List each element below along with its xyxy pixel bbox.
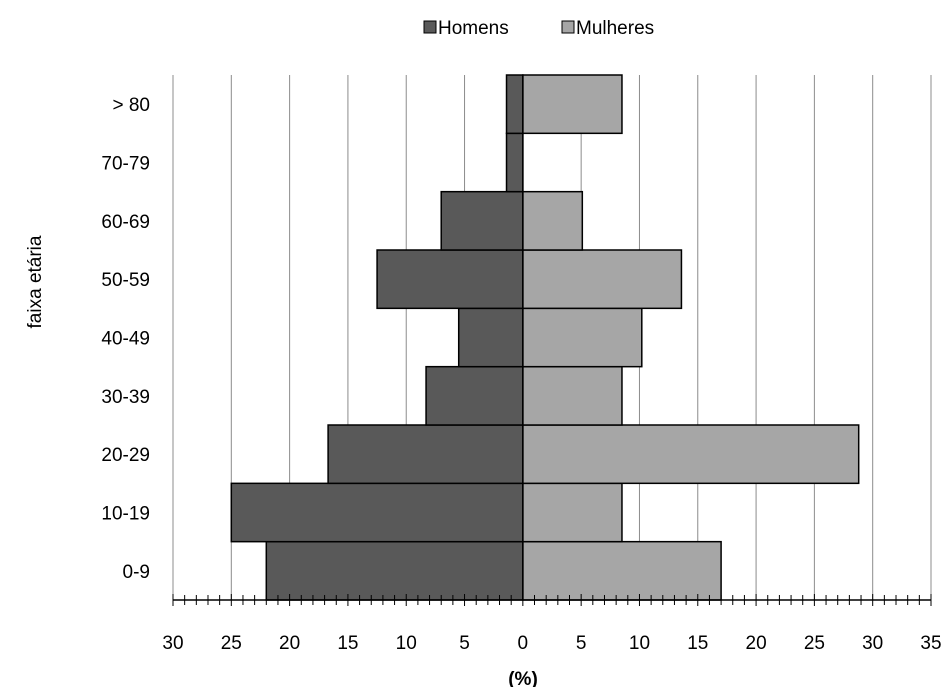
bar-mulheres-80 (522, 74, 623, 135)
x-tick-label: 25 (221, 633, 242, 654)
x-tick-label: 20 (746, 633, 767, 654)
y-tick-label: 10-19 (101, 504, 150, 525)
bar-mulheres-1019 (522, 482, 623, 543)
y-tick-label: 40-49 (101, 329, 150, 350)
legend: Homens Mulheres (423, 18, 654, 39)
bar-homens-5059 (376, 249, 524, 310)
bar-homens-3039 (425, 365, 524, 426)
y-tick-label: 50-59 (101, 270, 150, 291)
y-tick-label: 0-9 (123, 562, 150, 583)
bar-homens-09 (265, 540, 524, 601)
x-axis-title: (%) (508, 669, 538, 687)
y-tick-label: 60-69 (101, 212, 150, 233)
y-tick-label: 30-39 (101, 387, 150, 408)
y-axis-title: faixa etária (25, 235, 46, 328)
bar-homens-80 (505, 74, 524, 135)
y-axis-tick-labels: 0-9 10-19 20-29 30-39 40-49 50-59 60-69 70-79 > … (101, 95, 150, 583)
bar-homens-1019 (230, 482, 524, 543)
bar-mulheres-6069 (522, 190, 584, 251)
x-tick-label: 30 (862, 633, 883, 654)
x-tick-label: 5 (576, 633, 587, 654)
x-tick-label: 10 (396, 633, 417, 654)
bars (230, 74, 860, 601)
x-tick-label: 20 (279, 633, 300, 654)
x-tick-label: 15 (337, 633, 358, 654)
y-tick-label: > 80 (112, 95, 150, 116)
bar-homens-7079 (505, 132, 524, 193)
bar-homens-2029 (327, 424, 524, 485)
x-tick-label: 0 (518, 633, 529, 654)
y-tick-label: 20-29 (101, 445, 150, 466)
bar-mulheres-2029 (522, 424, 860, 485)
legend-swatch-mulheres (561, 20, 575, 34)
y-tick-label: 70-79 (101, 154, 150, 175)
legend-label-mulheres: Mulheres (576, 18, 654, 39)
bar-homens-4049 (457, 307, 524, 368)
bar-mulheres-09 (522, 540, 722, 601)
x-tick-label: 5 (459, 633, 470, 654)
x-tick-label: 30 (162, 633, 183, 654)
bar-mulheres-3039 (522, 365, 623, 426)
x-tick-label: 10 (629, 633, 650, 654)
legend-label-homens: Homens (438, 18, 509, 39)
x-axis-tick-labels: 30 25 20 15 10 5 0 5 10 15 20 25 30 35 (162, 633, 941, 654)
bar-homens-6069 (440, 190, 524, 251)
x-axis (172, 75, 932, 606)
bar-mulheres-4049 (522, 307, 643, 368)
legend-swatch-homens (423, 20, 437, 34)
x-tick-label: 15 (687, 633, 708, 654)
x-tick-label: 25 (804, 633, 825, 654)
bar-mulheres-5059 (522, 249, 683, 310)
x-tick-label: 35 (920, 633, 941, 654)
